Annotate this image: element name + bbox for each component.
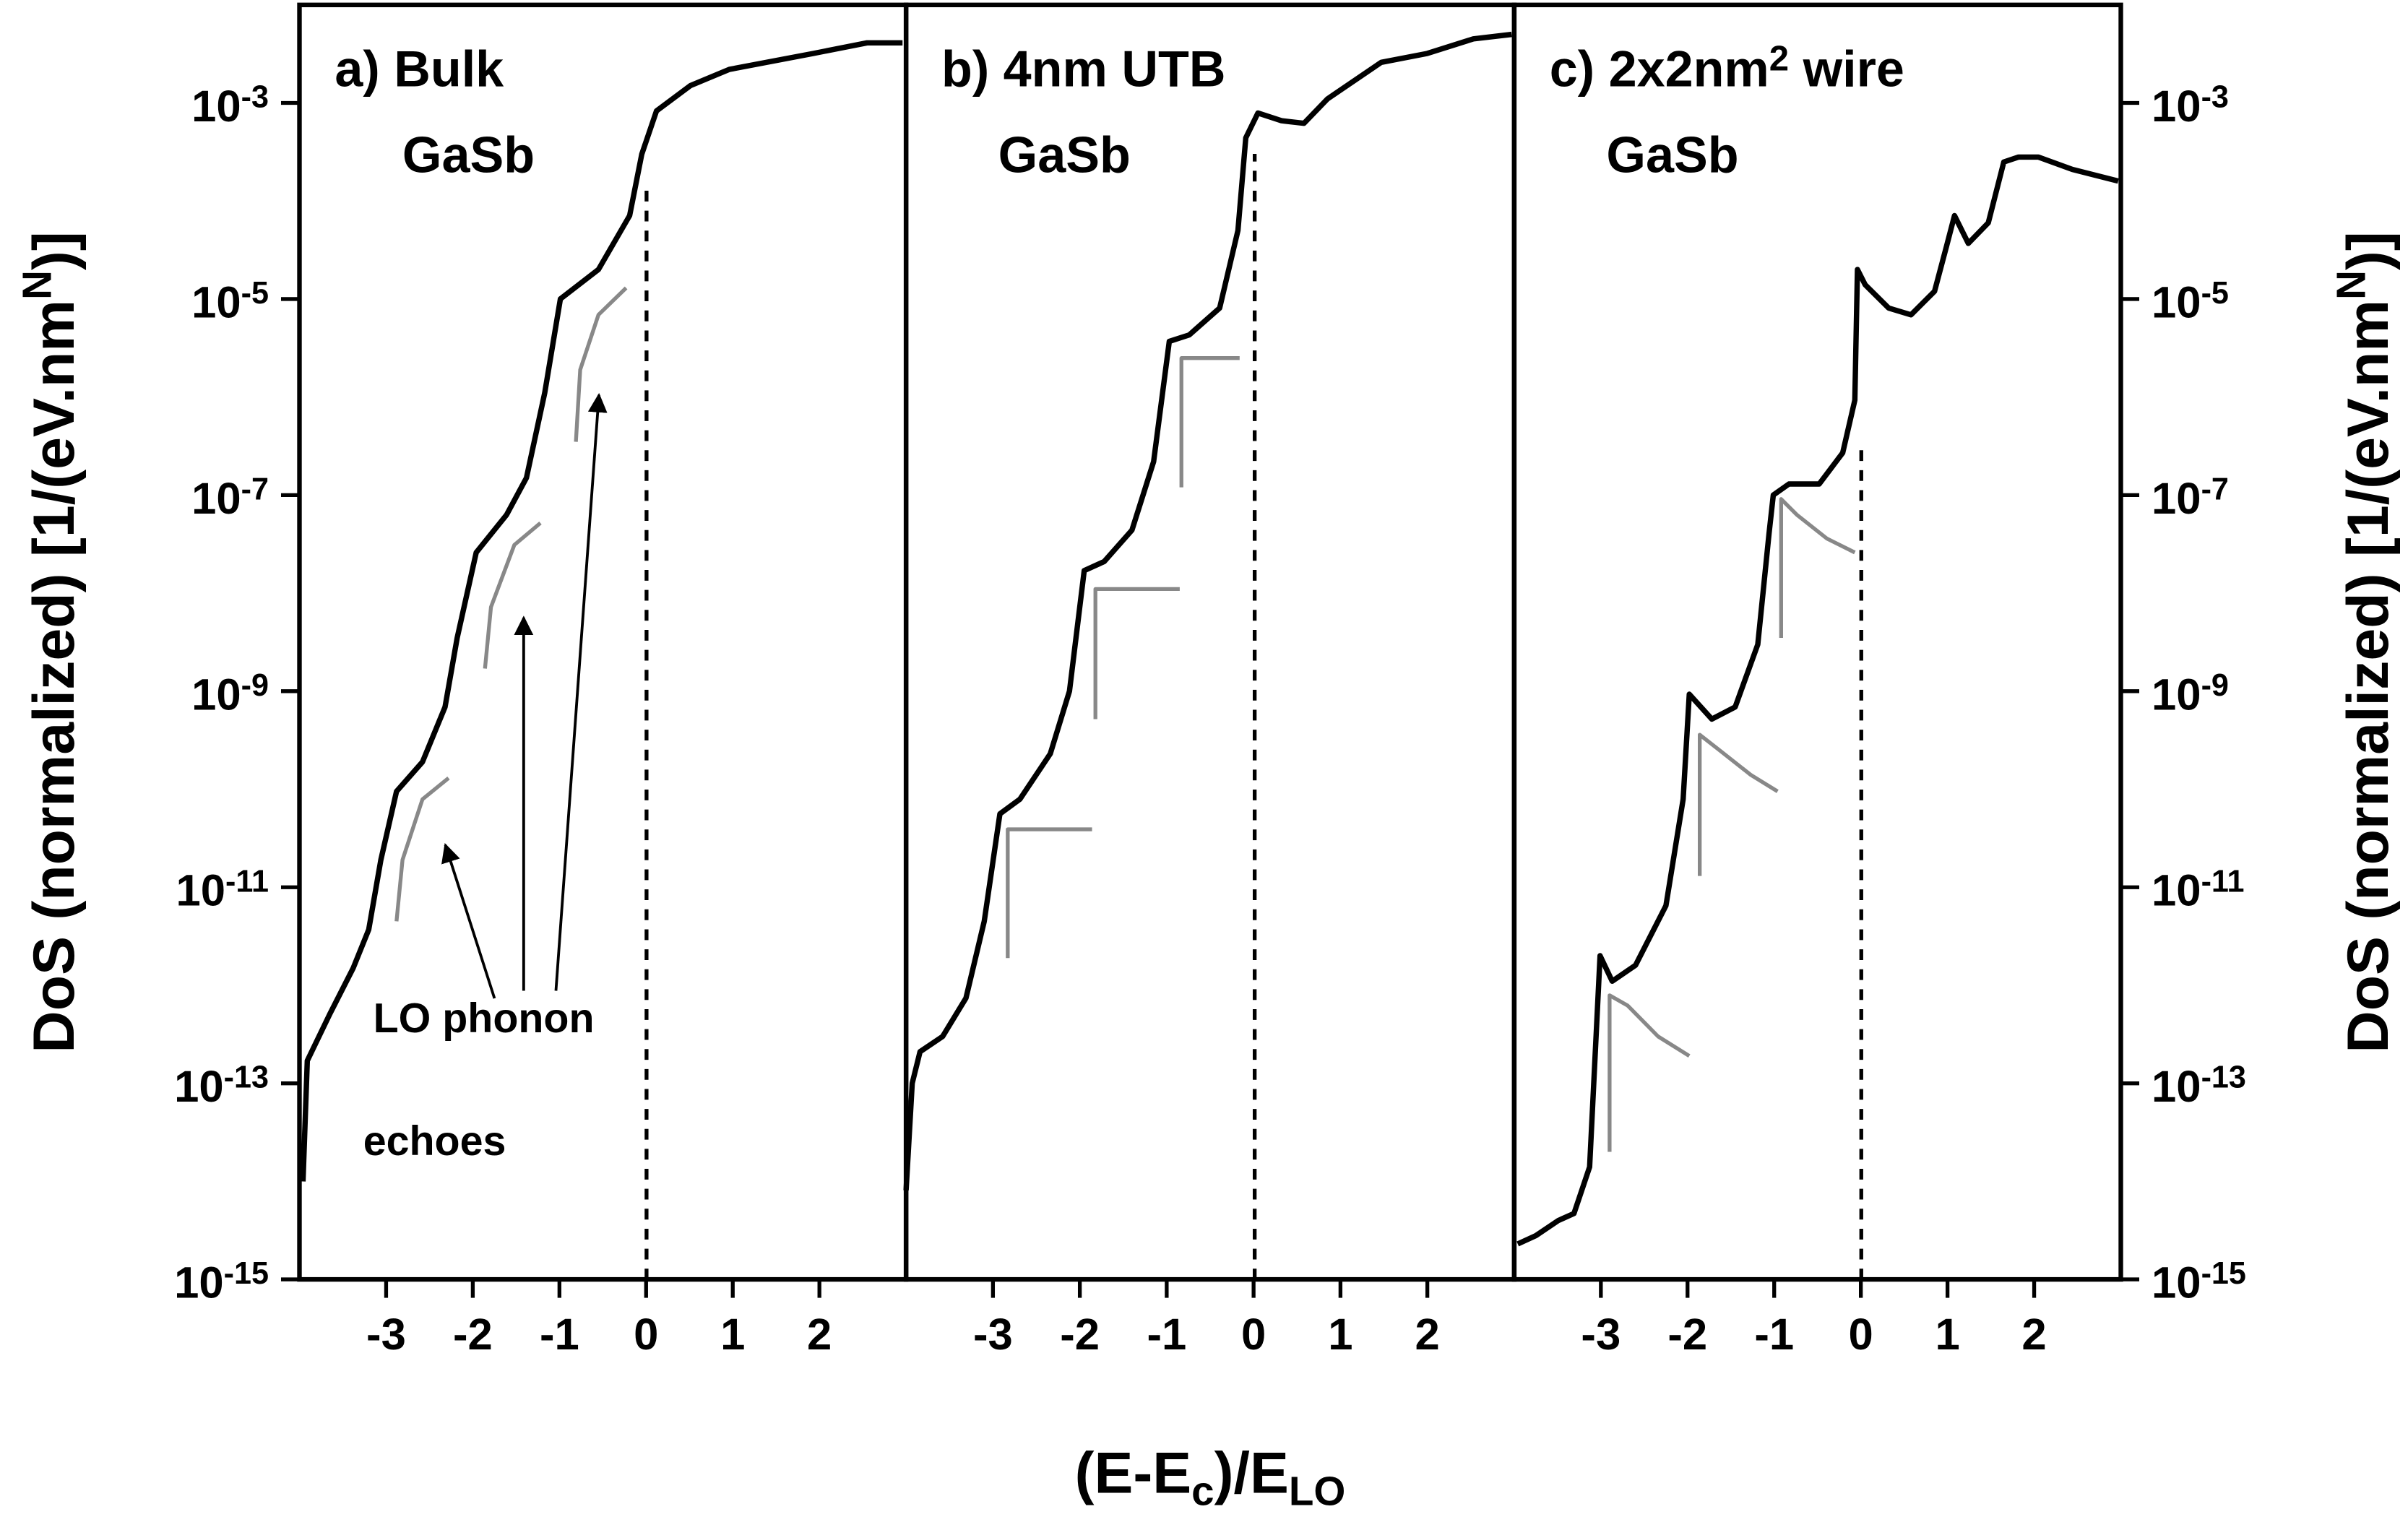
x-tick-label: -2	[453, 1310, 493, 1360]
y-tick-label: 10-3​	[191, 80, 269, 131]
y-tick-label: 10-9​	[191, 668, 269, 719]
plot-frame	[1511, 2, 2123, 1282]
panel-title: GaSb	[998, 127, 1131, 183]
data-line	[1608, 993, 1691, 1152]
x-tick-label: -3	[1581, 1310, 1621, 1360]
annotation: echoes	[363, 1118, 506, 1164]
y-tick-label: 10-15​	[174, 1256, 269, 1308]
data-line	[1179, 356, 1240, 488]
x-tick-label: -1	[1147, 1310, 1186, 1360]
x-tick-label: 0	[1849, 1310, 1873, 1360]
y-tick-label: 10-5​	[191, 276, 269, 327]
y-tick-label: 10-3​	[2152, 80, 2229, 131]
data-line	[574, 286, 628, 442]
x-axis-title: (E-Ec​)/ELO​	[1075, 1441, 1346, 1514]
y-tick-label: 10-5​	[2152, 276, 2229, 327]
y-tick-label: 10-11​	[2152, 864, 2245, 915]
y-tick-label: 10-7​	[2152, 472, 2229, 523]
x-tick-label: 2	[1415, 1310, 1439, 1360]
x-tick-label: -1	[540, 1310, 579, 1360]
y-tick-label: 10-9​	[2152, 668, 2229, 719]
y-tick-label: 10-15​	[2152, 1256, 2246, 1308]
y-tick-label: 10-13​	[174, 1060, 269, 1112]
data-line	[394, 777, 450, 922]
data-line	[903, 31, 1512, 1191]
data-line	[1779, 497, 1856, 638]
data-line	[1516, 154, 2119, 1247]
arrow	[441, 842, 496, 999]
y-axis-title: DoS (normalized) [1/(eV.nmN​)]	[2329, 231, 2401, 1053]
x-tick-label: 2	[807, 1310, 832, 1360]
y-tick-label: 10-13​	[2152, 1060, 2246, 1112]
panel-title: c) 2x2nm2​ wire	[1550, 39, 1904, 97]
x-tick-label: 0	[1241, 1310, 1266, 1360]
x-tick-label: -3	[366, 1310, 406, 1360]
x-tick-label: 0	[634, 1310, 658, 1360]
plot-frame	[297, 2, 909, 1282]
y-axis-title: DoS (normalized) [1/(eV.nmN​)]	[14, 231, 87, 1053]
x-tick-label: -1	[1754, 1310, 1794, 1360]
annotation-arrows	[441, 393, 608, 999]
plot-frame	[903, 2, 1517, 1282]
data-line	[300, 40, 903, 1182]
data-line	[483, 521, 542, 669]
x-tick-label: -3	[973, 1310, 1013, 1360]
data-line	[1093, 587, 1180, 719]
x-tick-label: -2	[1060, 1310, 1100, 1360]
arrow	[554, 393, 608, 991]
y-tick-label: 10-7​	[191, 472, 269, 523]
data-line	[1006, 827, 1092, 959]
x-tick-label: 2	[2021, 1310, 2046, 1360]
annotation: LO phonon	[374, 995, 595, 1042]
x-tick-label: 1	[720, 1310, 745, 1360]
x-tick-label: -2	[1667, 1310, 1707, 1360]
x-tick-label: 1	[1935, 1310, 1959, 1360]
x-tick-label: 1	[1328, 1310, 1352, 1360]
panel-title: GaSb	[1606, 127, 1738, 183]
y-tick-label: 10-11​	[176, 864, 269, 915]
panel-title: b) 4nm UTB	[941, 40, 1225, 97]
panel-title: GaSb	[402, 127, 535, 183]
data-line	[1697, 732, 1779, 876]
panel-title: a) Bulk	[335, 40, 504, 97]
zero-lines	[644, 153, 1863, 1280]
